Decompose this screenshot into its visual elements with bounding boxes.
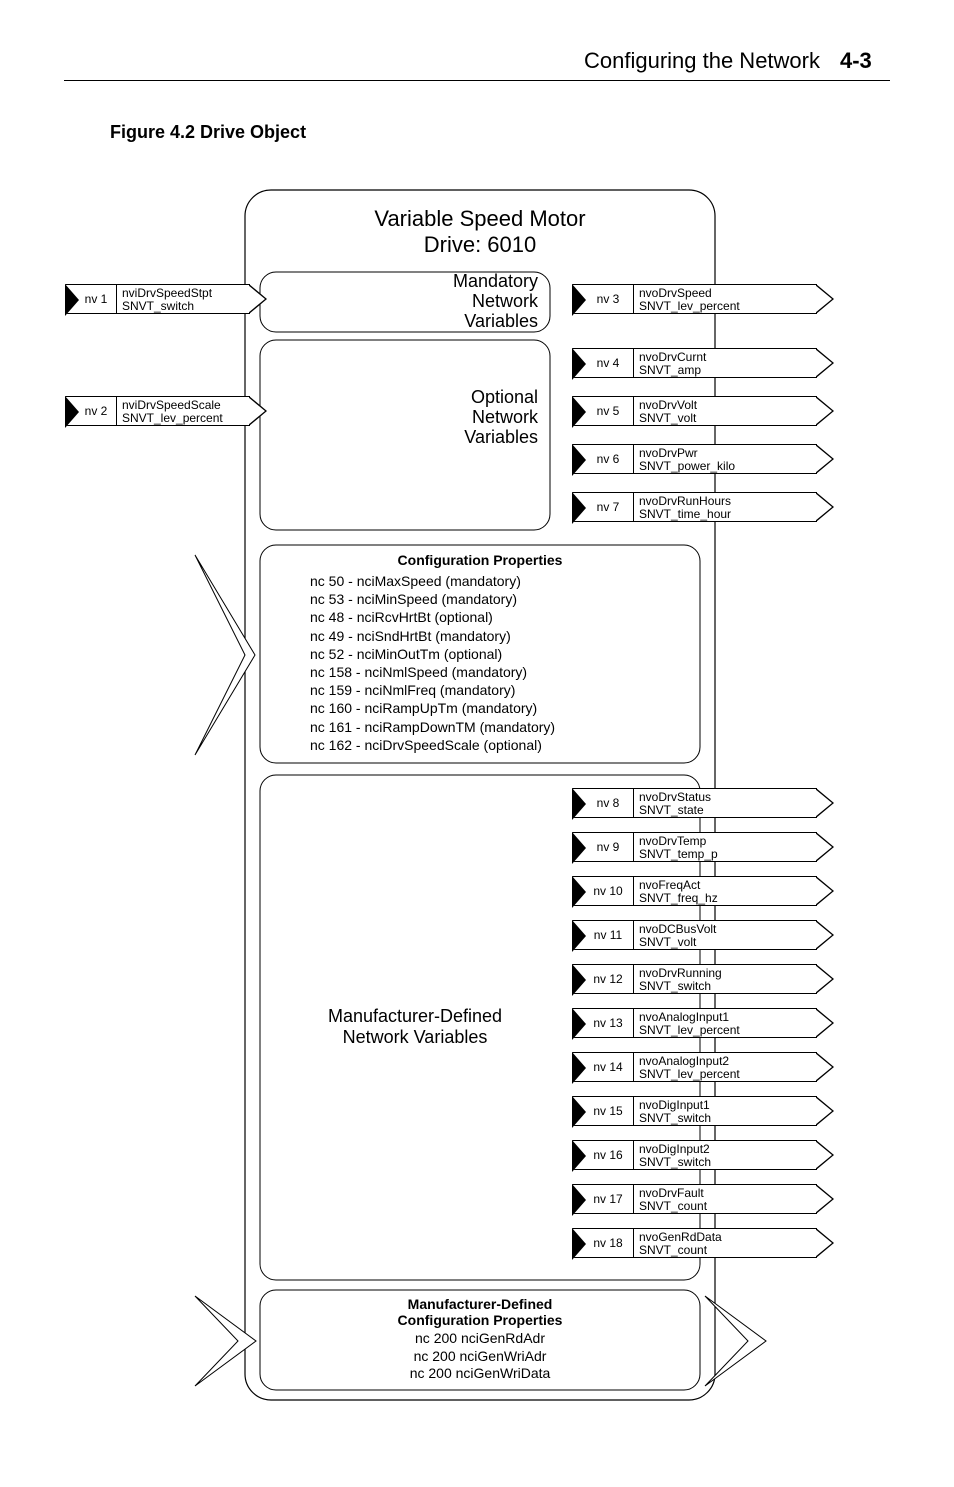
config-line: nc 50 - nciMaxSpeed (mandatory) (310, 572, 555, 590)
arrow-label: nviDrvSpeedStptSNVT_switch (122, 287, 212, 313)
config-line: nc 49 - nciSndHrtBt (mandatory) (310, 627, 555, 645)
output-arrow-nv7: nv 7 nvoDrvRunHoursSNVT_time_hour (572, 492, 817, 522)
mfr-cfg-line: nc 200 nciGenWriData (260, 1365, 700, 1383)
arrow-label: nvoDrvFaultSNVT_count (639, 1187, 707, 1213)
arrow-id: nv 11 (583, 928, 633, 942)
arrow-id: nv 10 (583, 884, 633, 898)
arrow-label: nviDrvSpeedScaleSNVT_lev_percent (122, 399, 223, 425)
output-arrow-nv10: nv 10 nvoFreqActSNVT_freq_hz (572, 876, 817, 906)
arrow-label: nvoGenRdDataSNVT_count (639, 1231, 722, 1257)
main-title-2: Drive: 6010 (245, 232, 715, 258)
output-arrow-nv11: nv 11 nvoDCBusVoltSNVT_volt (572, 920, 817, 950)
arrow-id: nv 14 (583, 1060, 633, 1074)
arrow-label: nvoDrvSpeedSNVT_lev_percent (639, 287, 740, 313)
output-arrow-nv6: nv 6 nvoDrvPwrSNVT_power_kilo (572, 444, 817, 474)
mfr-cfg-h2: Configuration Properties (260, 1312, 700, 1328)
config-heading: Configuration Properties (260, 552, 700, 568)
config-line: nc 161 - nciRampDownTM (mandatory) (310, 718, 555, 736)
output-arrow-nv8: nv 8 nvoDrvStatusSNVT_state (572, 788, 817, 818)
input-arrow-nv1: nv 1 nviDrvSpeedStptSNVT_switch (65, 284, 250, 314)
arrow-id: nv 15 (583, 1104, 633, 1118)
arrow-label: nvoDigInput1SNVT_switch (639, 1099, 711, 1125)
output-arrow-nv13: nv 13 nvoAnalogInput1SNVT_lev_percent (572, 1008, 817, 1038)
output-arrow-nv14: nv 14 nvoAnalogInput2SNVT_lev_percent (572, 1052, 817, 1082)
arrow-label: nvoDrvTempSNVT_temp_p (639, 835, 718, 861)
output-arrow-nv12: nv 12 nvoDrvRunningSNVT_switch (572, 964, 817, 994)
config-line: nc 158 - nciNmlSpeed (mandatory) (310, 663, 555, 681)
config-line: nc 159 - nciNmlFreq (mandatory) (310, 681, 555, 699)
config-line: nc 162 - nciDrvSpeedScale (optional) (310, 736, 555, 754)
arrow-label: nvoDigInput2SNVT_switch (639, 1143, 711, 1169)
arrow-id: nv 4 (583, 356, 633, 370)
config-lines: nc 50 - nciMaxSpeed (mandatory)nc 53 - n… (310, 572, 555, 754)
main-title-1: Variable Speed Motor (245, 206, 715, 232)
input-arrow-nv2: nv 2 nviDrvSpeedScaleSNVT_lev_percent (65, 396, 250, 426)
output-arrow-nv9: nv 9 nvoDrvTempSNVT_temp_p (572, 832, 817, 862)
output-arrow-nv16: nv 16 nvoDigInput2SNVT_switch (572, 1140, 817, 1170)
mfr-cfg-line: nc 200 nciGenWriAdr (260, 1348, 700, 1366)
mfr-cfg-lines: nc 200 nciGenRdAdrnc 200 nciGenWriAdrnc … (260, 1330, 700, 1383)
config-line: nc 53 - nciMinSpeed (mandatory) (310, 590, 555, 608)
arrow-label: nvoAnalogInput2SNVT_lev_percent (639, 1055, 740, 1081)
mfr-cfg-line: nc 200 nciGenRdAdr (260, 1330, 700, 1348)
arrow-id: nv 17 (583, 1192, 633, 1206)
arrow-id: nv 5 (583, 404, 633, 418)
arrow-id: nv 12 (583, 972, 633, 986)
arrow-id: nv 16 (583, 1148, 633, 1162)
arrow-label: nvoDrvPwrSNVT_power_kilo (639, 447, 735, 473)
arrow-id: nv 7 (583, 500, 633, 514)
arrow-label: nvoDrvCurntSNVT_amp (639, 351, 706, 377)
arrow-label: nvoDrvVoltSNVT_volt (639, 399, 697, 425)
output-arrow-nv4: nv 4 nvoDrvCurntSNVT_amp (572, 348, 817, 378)
arrow-label: nvoDrvRunningSNVT_switch (639, 967, 722, 993)
output-arrow-nv3: nv 3 nvoDrvSpeedSNVT_lev_percent (572, 284, 817, 314)
arrow-label: nvoFreqActSNVT_freq_hz (639, 879, 718, 905)
arrow-label: nvoDrvStatusSNVT_state (639, 791, 711, 817)
arrow-label: nvoAnalogInput1SNVT_lev_percent (639, 1011, 740, 1037)
mandatory-label: Mandatory Network Variables (260, 272, 538, 331)
arrow-id: nv 6 (583, 452, 633, 466)
arrow-label: nvoDCBusVoltSNVT_volt (639, 923, 716, 949)
config-line: nc 160 - nciRampUpTm (mandatory) (310, 699, 555, 717)
mfr-label: Manufacturer-Defined Network Variables (280, 1006, 550, 1047)
optional-label: Optional Network Variables (260, 388, 538, 447)
arrow-label: nvoDrvRunHoursSNVT_time_hour (639, 495, 731, 521)
arrow-id: nv 13 (583, 1016, 633, 1030)
arrow-id: nv 9 (583, 840, 633, 854)
mfr-cfg-h1: Manufacturer-Defined (260, 1296, 700, 1312)
arrow-id: nv 1 (76, 292, 116, 306)
output-arrow-nv17: nv 17 nvoDrvFaultSNVT_count (572, 1184, 817, 1214)
output-arrow-nv5: nv 5 nvoDrvVoltSNVT_volt (572, 396, 817, 426)
arrow-id: nv 8 (583, 796, 633, 810)
arrow-id: nv 2 (76, 404, 116, 418)
config-line: nc 52 - nciMinOutTm (optional) (310, 645, 555, 663)
config-line: nc 48 - nciRcvHrtBt (optional) (310, 608, 555, 626)
arrow-id: nv 3 (583, 292, 633, 306)
output-arrow-nv15: nv 15 nvoDigInput1SNVT_switch (572, 1096, 817, 1126)
output-arrow-nv18: nv 18 nvoGenRdDataSNVT_count (572, 1228, 817, 1258)
arrow-id: nv 18 (583, 1236, 633, 1250)
